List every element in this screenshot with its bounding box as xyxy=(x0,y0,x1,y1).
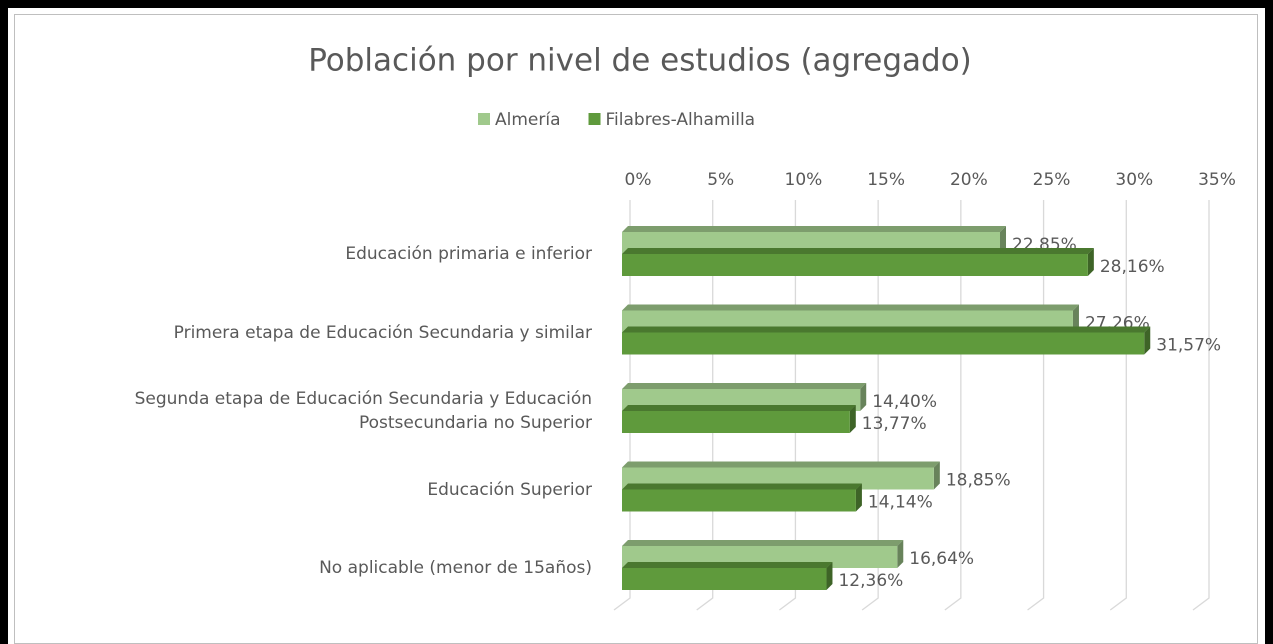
value-label: 16,64% xyxy=(909,549,974,569)
bar xyxy=(622,405,856,433)
x-tick-label: 15% xyxy=(867,170,905,190)
value-label: 31,57% xyxy=(1156,336,1221,356)
value-label: 13,77% xyxy=(862,414,927,434)
category-label: Primera etapa de Educación Secundaria y … xyxy=(173,322,592,343)
x-tick-label: 10% xyxy=(785,170,823,190)
value-label: 18,85% xyxy=(946,471,1011,491)
legend-swatch xyxy=(588,113,601,125)
category-label: Educación primaria e inferior xyxy=(345,244,592,264)
bar xyxy=(622,248,1094,276)
category-label: Educación Superior xyxy=(427,479,592,500)
value-label: 14,14% xyxy=(868,493,933,513)
grid-line xyxy=(1192,200,1210,611)
value-label: 14,40% xyxy=(872,392,937,412)
x-tick-label: 35% xyxy=(1198,170,1236,190)
bar xyxy=(622,483,862,512)
legend-label: Almería xyxy=(495,110,561,130)
x-tick-label: 5% xyxy=(707,170,734,190)
legend-swatch xyxy=(478,113,490,125)
category-label: No aplicable (menor de 15años) xyxy=(319,558,592,578)
x-tick-label: 25% xyxy=(1033,170,1071,190)
bar xyxy=(622,562,833,590)
value-label: 12,36% xyxy=(838,571,903,591)
category-label: Segunda etapa de Educación Secundaria y … xyxy=(134,389,592,433)
x-tick-label: 30% xyxy=(1115,170,1153,190)
x-tick-label: 0% xyxy=(625,170,652,190)
value-label: 28,16% xyxy=(1100,257,1165,277)
chart-title: Población por nivel de estudios (agregad… xyxy=(308,43,972,79)
legend-label: Filabres-Alhamilla xyxy=(606,110,756,130)
x-tick-label: 20% xyxy=(950,170,988,190)
bar xyxy=(622,326,1151,355)
